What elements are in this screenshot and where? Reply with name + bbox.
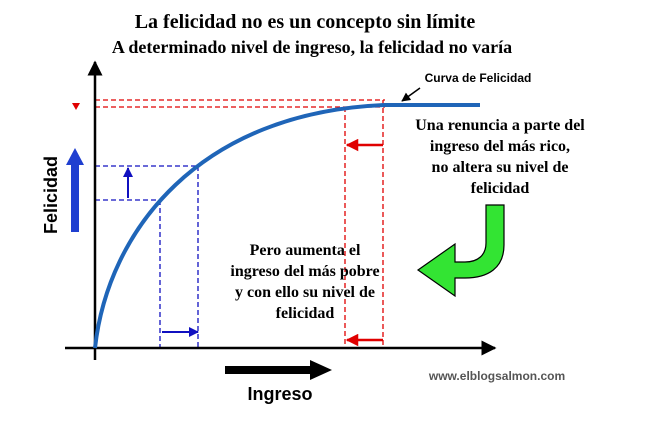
happiness-curve bbox=[93, 103, 480, 349]
guides bbox=[95, 99, 385, 348]
note-line: ingreso del más pobre bbox=[230, 263, 379, 280]
curve-label: Curva de Felicidad bbox=[425, 71, 532, 85]
note-line: no altera su nivel de bbox=[432, 159, 569, 176]
x-axis-label: Ingreso bbox=[247, 384, 312, 404]
note-line: y con ello su nivel de bbox=[235, 284, 375, 301]
label-pointer bbox=[401, 87, 421, 102]
note-line: ingreso del más rico, bbox=[430, 138, 570, 155]
title: La felicidad no es un concepto sin límit… bbox=[135, 11, 476, 33]
ingreso-arrow bbox=[225, 360, 332, 380]
note-line: Pero aumenta el bbox=[250, 242, 361, 259]
green-arrow bbox=[416, 204, 505, 298]
note-line: felicidad bbox=[276, 305, 335, 322]
poor-note: Pero aumenta el ingreso del más pobre y … bbox=[230, 242, 379, 322]
note-line: Una renuncia a parte del bbox=[415, 117, 585, 134]
note-line: felicidad bbox=[471, 180, 530, 197]
y-axis-label: Felicidad bbox=[41, 156, 61, 234]
subtitle: A determinado nivel de ingreso, la felic… bbox=[112, 37, 512, 57]
red-marker bbox=[72, 103, 80, 110]
rich-note: Una renuncia a parte del ingreso del más… bbox=[415, 117, 585, 197]
watermark: www.elblogsalmon.com bbox=[428, 369, 565, 383]
felicidad-arrow bbox=[66, 148, 84, 232]
